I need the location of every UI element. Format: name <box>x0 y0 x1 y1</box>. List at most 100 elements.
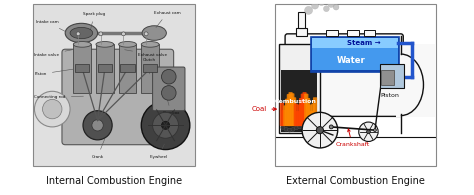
FancyBboxPatch shape <box>297 105 301 126</box>
FancyBboxPatch shape <box>294 104 298 126</box>
Text: Intake valve: Intake valve <box>35 50 72 57</box>
FancyBboxPatch shape <box>301 94 305 126</box>
Circle shape <box>162 86 176 100</box>
FancyBboxPatch shape <box>313 97 317 126</box>
FancyBboxPatch shape <box>280 103 284 126</box>
Circle shape <box>323 6 329 12</box>
Bar <box>120 64 135 72</box>
Circle shape <box>359 122 378 142</box>
Circle shape <box>288 128 292 132</box>
Text: Crank: Crank <box>91 139 105 159</box>
Circle shape <box>308 128 312 132</box>
Circle shape <box>162 121 170 129</box>
Bar <box>33 4 195 166</box>
Bar <box>98 64 112 72</box>
Text: Clutch: Clutch <box>143 58 156 74</box>
Circle shape <box>328 0 335 7</box>
FancyBboxPatch shape <box>306 98 310 126</box>
Text: Piston: Piston <box>380 93 399 98</box>
FancyBboxPatch shape <box>282 110 286 126</box>
Circle shape <box>311 128 315 131</box>
FancyBboxPatch shape <box>289 92 292 126</box>
FancyBboxPatch shape <box>308 105 312 126</box>
Bar <box>364 30 375 36</box>
Circle shape <box>153 112 179 138</box>
Text: Steam →: Steam → <box>347 40 381 46</box>
Bar <box>382 70 394 85</box>
Bar <box>118 44 137 93</box>
Circle shape <box>294 126 298 130</box>
FancyBboxPatch shape <box>62 49 173 145</box>
Text: Gearbox: Gearbox <box>162 96 180 115</box>
Bar <box>312 38 398 48</box>
Ellipse shape <box>141 42 159 47</box>
Ellipse shape <box>73 42 91 47</box>
Text: Intake cam: Intake cam <box>36 20 66 32</box>
Ellipse shape <box>65 23 98 43</box>
Text: Crankshaft: Crankshaft <box>335 129 369 147</box>
FancyBboxPatch shape <box>287 94 291 126</box>
Circle shape <box>336 0 343 4</box>
Circle shape <box>316 127 323 134</box>
Text: Combustion: Combustion <box>274 98 317 104</box>
Ellipse shape <box>142 26 166 40</box>
Text: Exhaust cam: Exhaust cam <box>154 11 181 28</box>
Bar <box>327 30 337 36</box>
Circle shape <box>141 101 190 150</box>
Circle shape <box>329 125 333 129</box>
FancyBboxPatch shape <box>311 104 315 126</box>
Bar <box>274 4 437 166</box>
FancyBboxPatch shape <box>304 94 309 126</box>
FancyBboxPatch shape <box>290 93 294 126</box>
Ellipse shape <box>96 42 114 47</box>
FancyBboxPatch shape <box>302 92 307 126</box>
Circle shape <box>302 112 337 148</box>
Bar <box>347 30 359 36</box>
FancyBboxPatch shape <box>299 98 303 126</box>
Circle shape <box>162 69 176 84</box>
Circle shape <box>366 130 370 134</box>
Circle shape <box>318 0 325 5</box>
Circle shape <box>304 6 313 14</box>
Bar <box>280 44 320 133</box>
Bar <box>141 44 159 93</box>
Circle shape <box>281 126 284 129</box>
Circle shape <box>311 2 319 9</box>
Bar <box>396 44 437 117</box>
Circle shape <box>305 127 309 131</box>
Circle shape <box>76 32 80 36</box>
Text: External Combustion Engine: External Combustion Engine <box>286 176 425 186</box>
Circle shape <box>92 120 103 131</box>
Bar <box>73 44 91 93</box>
Circle shape <box>315 0 321 2</box>
Text: Internal Combustion Engine: Internal Combustion Engine <box>46 176 182 186</box>
Circle shape <box>298 125 301 129</box>
FancyBboxPatch shape <box>295 111 300 126</box>
FancyBboxPatch shape <box>283 105 287 126</box>
Text: Spark plug: Spark plug <box>83 12 105 31</box>
Bar <box>312 48 398 70</box>
Bar <box>310 36 399 72</box>
Ellipse shape <box>408 57 432 113</box>
FancyBboxPatch shape <box>285 99 289 126</box>
Ellipse shape <box>70 27 93 39</box>
Circle shape <box>333 4 339 10</box>
FancyBboxPatch shape <box>285 34 403 116</box>
Bar <box>380 64 404 88</box>
Bar <box>296 28 307 36</box>
Circle shape <box>144 32 148 36</box>
Bar <box>75 64 90 72</box>
Circle shape <box>291 128 295 131</box>
Text: Water: Water <box>336 56 365 65</box>
Ellipse shape <box>118 42 137 47</box>
Circle shape <box>374 129 376 132</box>
FancyBboxPatch shape <box>310 111 314 126</box>
Circle shape <box>43 99 62 119</box>
Circle shape <box>99 32 103 36</box>
Text: Connecting rod: Connecting rod <box>35 95 83 99</box>
Bar <box>281 70 317 132</box>
Text: Coal: Coal <box>251 106 276 112</box>
Bar <box>96 44 114 93</box>
Circle shape <box>83 111 112 140</box>
Text: Exhaust valve: Exhaust valve <box>125 50 167 57</box>
